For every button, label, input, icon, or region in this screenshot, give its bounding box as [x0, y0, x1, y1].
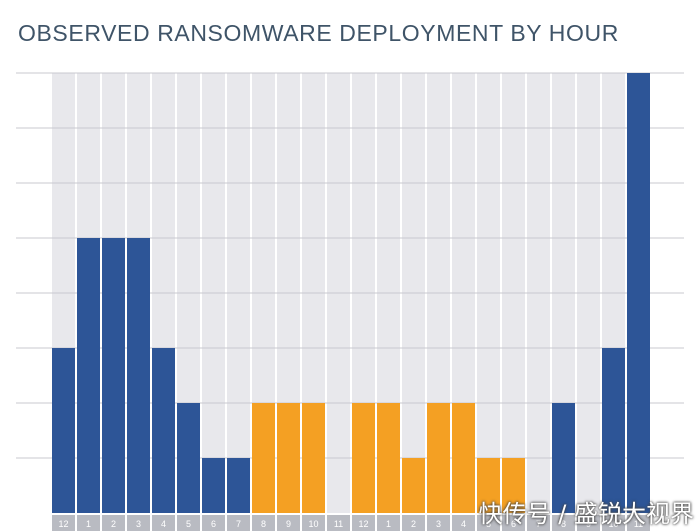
hour-label: 1: [386, 519, 391, 529]
bar: [52, 348, 75, 513]
hour-label: 7: [536, 519, 541, 529]
hour-label-chip: [227, 515, 250, 531]
hour-label-chip: [402, 515, 425, 531]
hour-label: 12: [58, 519, 68, 529]
hour-label-chip: [377, 515, 400, 531]
hour-label-chip: [277, 515, 300, 531]
bar: [252, 403, 275, 513]
hour-label: 9: [586, 519, 591, 529]
hour-label: 8: [261, 519, 266, 529]
bar: [127, 238, 150, 513]
hour-label-chip: [102, 515, 125, 531]
hour-label-chip: [452, 515, 475, 531]
hour-label: 7: [236, 519, 241, 529]
hour-label-chip: [252, 515, 275, 531]
hour-label: 4: [461, 519, 466, 529]
hour-label: 10: [308, 519, 318, 529]
hour-label-chip: [552, 515, 575, 531]
hour-label-chip: [502, 515, 525, 531]
bars: [52, 73, 650, 513]
bar: [477, 458, 500, 513]
hour-label-chip: [127, 515, 150, 531]
hour-label-chip: [427, 515, 450, 531]
hour-label: 5: [186, 519, 191, 529]
bar: [302, 403, 325, 513]
hour-label: 9: [286, 519, 291, 529]
hour-label-chip: [52, 515, 75, 531]
hour-label-chip: [527, 515, 550, 531]
bar: [152, 348, 175, 513]
hour-label: 1: [86, 519, 91, 529]
bar: [402, 458, 425, 513]
hour-label-chip: [202, 515, 225, 531]
bar: [427, 403, 450, 513]
hour-label: 12: [358, 519, 368, 529]
hour-label-chip: [352, 515, 375, 531]
bar: [602, 348, 625, 513]
hour-label-chip: [627, 515, 650, 531]
bar: [377, 403, 400, 513]
hour-label: 5: [486, 519, 491, 529]
bar: [627, 73, 650, 513]
bar: [352, 403, 375, 513]
bar: [452, 403, 475, 513]
hour-label: 6: [211, 519, 216, 529]
hour-label-chip: [577, 515, 600, 531]
hour-label: 3: [436, 519, 441, 529]
hour-label: 6: [511, 519, 516, 529]
bar: [202, 458, 225, 513]
hour-label-chip: [327, 515, 350, 531]
hour-label-chip: [477, 515, 500, 531]
chart-title: OBSERVED RANSOMWARE DEPLOYMENT BY HOUR: [18, 20, 619, 46]
hour-label-chip: [302, 515, 325, 531]
hour-label: 8: [561, 519, 566, 529]
bar: [77, 238, 100, 513]
bar: [277, 403, 300, 513]
hour-label: 11: [334, 519, 343, 529]
hour-label: 4: [161, 519, 166, 529]
hour-label: 2: [111, 519, 116, 529]
hour-label-chip: [152, 515, 175, 531]
hour-label-chip: [602, 515, 625, 531]
hour-label-chip: [177, 515, 200, 531]
hour-label: 3: [136, 519, 141, 529]
hour-label: 11: [634, 519, 643, 529]
hour-label: 10: [608, 519, 618, 529]
watermark: 快传号 / 盛锐大视界: [478, 500, 694, 528]
hour-labels: 12 1 2 3 4 5 6 7 8 9 10 11 12 1 2 3 4 5 6 7 8 9 10 11: [52, 515, 650, 531]
bar: [552, 403, 575, 513]
bar: [502, 458, 525, 513]
bar: [102, 238, 125, 513]
bar: [177, 403, 200, 513]
hour-label-chip: [77, 515, 100, 531]
bar: [227, 458, 250, 513]
hour-label: 2: [411, 519, 416, 529]
